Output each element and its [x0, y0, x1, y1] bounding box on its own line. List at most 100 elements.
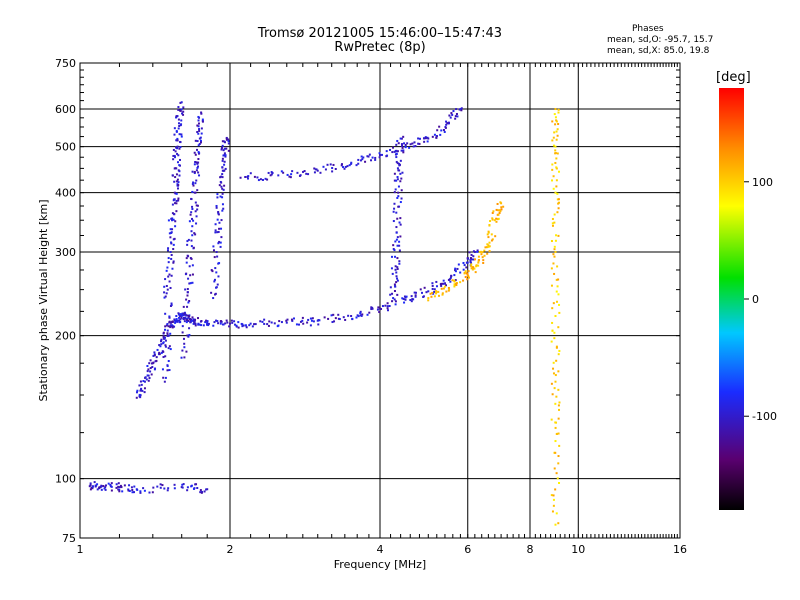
echo-point — [172, 158, 175, 161]
echo-point — [433, 290, 436, 293]
echo-point — [460, 109, 463, 112]
echo-point — [175, 202, 178, 205]
echo-point — [454, 269, 457, 272]
echo-point — [331, 321, 334, 324]
echo-point — [552, 498, 555, 501]
echo-point — [197, 125, 200, 128]
echo-point — [289, 176, 292, 179]
echo-point — [419, 288, 422, 291]
echo-point — [196, 131, 199, 134]
echo-point — [206, 488, 209, 491]
echo-point — [487, 236, 490, 239]
echo-point — [491, 238, 494, 241]
echo-point — [441, 292, 444, 295]
echo-point — [371, 307, 374, 310]
echo-point — [180, 123, 183, 126]
echo-point — [196, 189, 199, 192]
echo-point — [152, 354, 155, 357]
echo-point — [359, 159, 362, 162]
echo-point — [191, 183, 194, 186]
echo-point — [174, 202, 177, 205]
echo-point — [344, 165, 347, 168]
echo-point — [185, 321, 188, 324]
echo-point — [199, 489, 202, 492]
echo-point — [393, 290, 396, 293]
echo-point — [475, 264, 478, 267]
echo-point — [164, 345, 167, 348]
echo-point — [447, 278, 450, 281]
echo-point — [263, 318, 266, 321]
echo-point — [226, 321, 229, 324]
echo-point — [180, 315, 183, 318]
echo-point — [481, 256, 484, 259]
echo-point — [198, 142, 201, 145]
echo-point — [251, 325, 254, 328]
echo-point — [211, 270, 214, 273]
echo-point — [402, 149, 405, 152]
echo-point — [286, 318, 289, 321]
echo-point — [409, 143, 412, 146]
echo-point — [177, 106, 180, 109]
echo-point — [165, 284, 168, 287]
echo-point — [330, 314, 333, 317]
echo-point — [175, 173, 178, 176]
echo-point — [224, 154, 227, 157]
echo-point — [430, 295, 433, 298]
echo-point — [392, 210, 395, 213]
echo-point — [167, 219, 170, 222]
echo-point — [449, 280, 452, 283]
echo-point — [190, 245, 193, 248]
echo-point — [181, 325, 184, 328]
echo-point — [395, 143, 398, 146]
echo-point — [455, 112, 458, 115]
echo-point — [445, 290, 448, 293]
echo-point — [550, 340, 553, 343]
echo-point — [397, 185, 400, 188]
echo-point — [459, 271, 462, 274]
echo-point — [177, 108, 180, 111]
echo-point — [192, 246, 195, 249]
echo-point — [239, 176, 242, 179]
echo-point — [186, 334, 189, 337]
echo-point — [190, 211, 193, 214]
colorbar-unit-label: [deg] — [716, 70, 751, 85]
echo-point — [189, 274, 192, 277]
echo-point — [163, 487, 166, 490]
echo-point — [394, 268, 397, 271]
echo-point — [197, 317, 200, 320]
echo-point — [395, 179, 398, 182]
echo-point — [168, 369, 171, 372]
echo-point — [219, 322, 222, 325]
echo-point — [427, 290, 430, 293]
echo-point — [88, 485, 91, 488]
echo-point — [555, 130, 558, 133]
echo-point — [554, 440, 557, 443]
echo-point — [198, 174, 201, 177]
echo-point — [166, 249, 169, 252]
echo-point — [166, 323, 169, 326]
echo-point — [417, 142, 420, 145]
echo-point — [244, 324, 247, 327]
echo-point — [491, 217, 494, 220]
echo-point — [558, 444, 561, 447]
echo-point — [418, 142, 421, 145]
echo-point — [185, 314, 188, 317]
echo-point — [552, 367, 555, 370]
echo-point — [426, 136, 429, 139]
echo-point — [410, 295, 413, 298]
echo-point — [551, 329, 554, 332]
echo-point — [219, 176, 222, 179]
echo-point — [393, 202, 396, 205]
echo-point — [333, 320, 336, 323]
echo-point — [147, 374, 150, 377]
echo-point — [401, 146, 404, 149]
echo-point — [221, 192, 224, 195]
echo-point — [169, 324, 172, 327]
echo-point — [181, 331, 184, 334]
echo-point — [332, 163, 335, 166]
echo-point — [500, 202, 503, 205]
echo-point — [183, 356, 186, 359]
echo-point — [557, 198, 560, 201]
echo-point — [223, 160, 226, 163]
echo-point — [393, 207, 396, 210]
